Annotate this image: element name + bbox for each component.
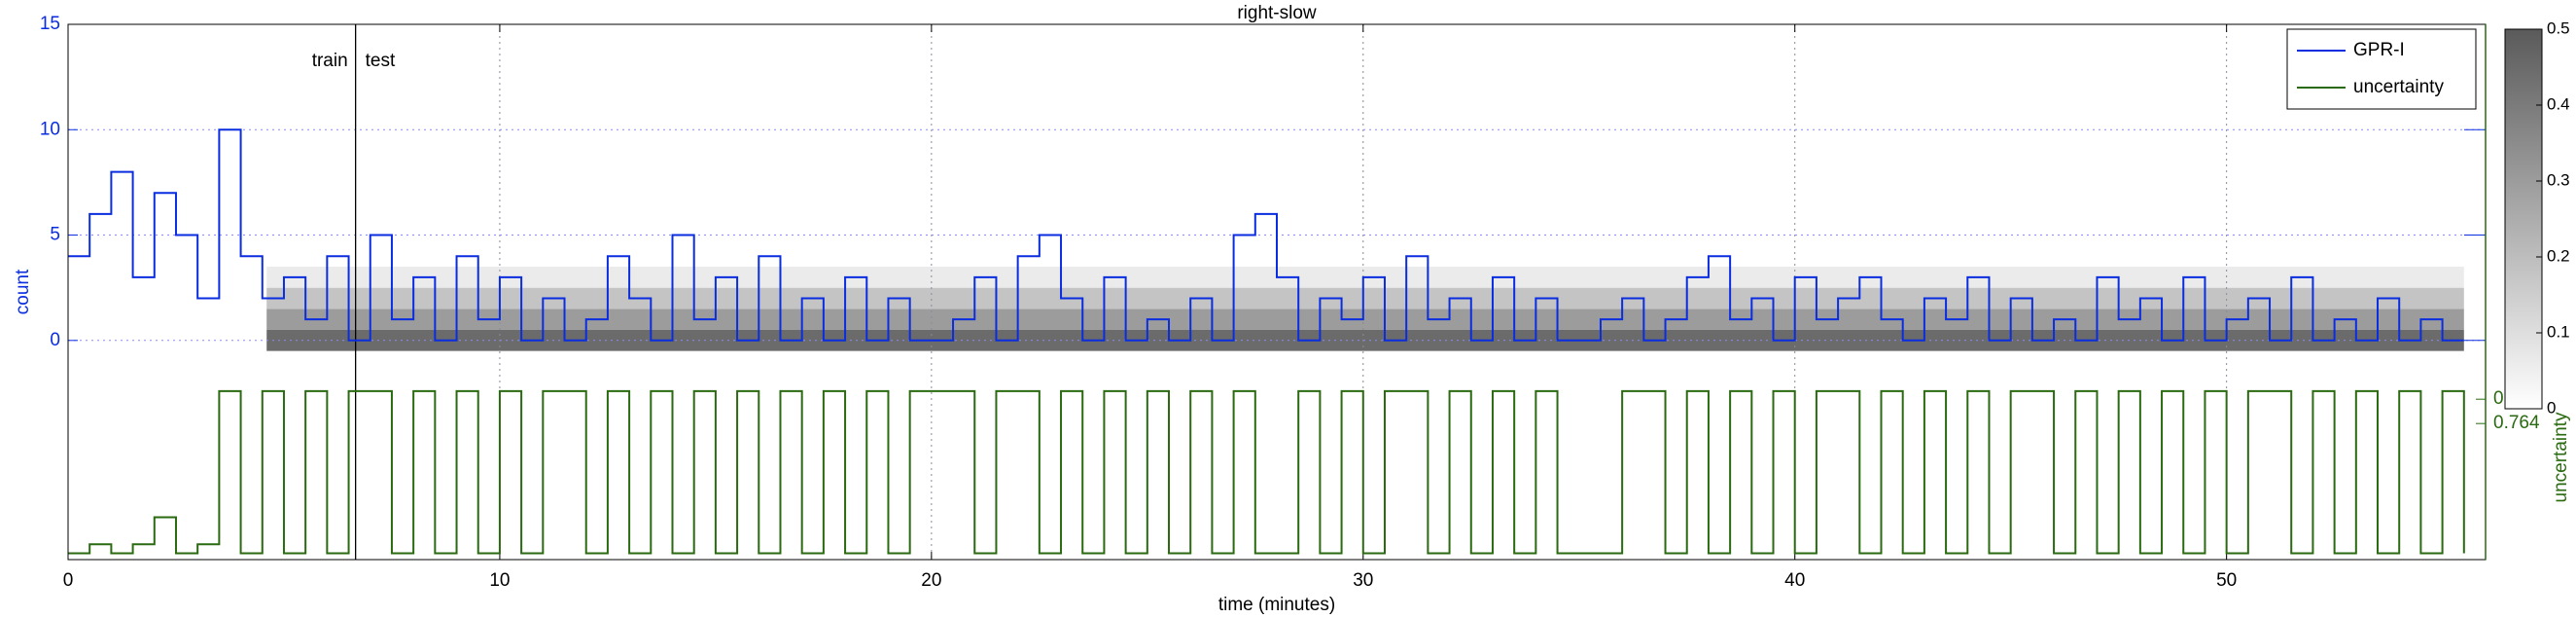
- y2-axis-label: uncertainty: [2551, 412, 2571, 502]
- series-line: [68, 128, 2464, 342]
- colorbar: [2504, 28, 2543, 410]
- y-tick-label: 0: [50, 330, 60, 350]
- x-tick-label: 20: [921, 570, 941, 591]
- chart-title: right-slow: [1237, 3, 1317, 23]
- annotation-label: train: [312, 51, 348, 71]
- x-tick-label: 30: [1353, 570, 1373, 591]
- colorbar-tick-label: 0: [2547, 398, 2556, 417]
- density-band: [266, 309, 2464, 330]
- y-tick-label: 5: [50, 225, 60, 245]
- series-line: [68, 389, 2465, 555]
- x-tick-label: 40: [1784, 570, 1805, 591]
- density-band: [266, 329, 2464, 351]
- colorbar-tick-label: 0.3: [2547, 170, 2570, 189]
- x-tick-label: 50: [2216, 570, 2237, 591]
- y-tick-label: 10: [40, 119, 60, 139]
- x-axis-label: time (minutes): [1218, 595, 1335, 615]
- legend-box: [2286, 28, 2477, 110]
- x-tick-label: 0: [63, 570, 74, 591]
- y2-tick-label: 0.764: [2493, 413, 2540, 433]
- x-tick-label: 10: [489, 570, 510, 591]
- legend-label: GPR-I: [2353, 40, 2405, 60]
- colorbar-tick-label: 0.5: [2547, 18, 2570, 37]
- legend-label: uncertainty: [2353, 77, 2444, 97]
- colorbar-tick-label: 0.1: [2547, 322, 2570, 341]
- colorbar-tick-label: 0.2: [2547, 246, 2570, 265]
- colorbar-tick-label: 0.4: [2547, 94, 2570, 113]
- y-axis-label: count: [13, 269, 33, 314]
- density-band: [266, 287, 2464, 309]
- annotation-label: test: [366, 51, 396, 71]
- y-tick-label: 15: [40, 14, 60, 34]
